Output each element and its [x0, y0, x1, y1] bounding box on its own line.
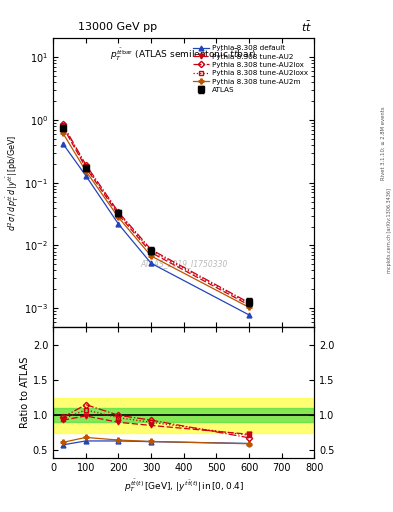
Text: mcplots.cern.ch [arXiv:1306.3436]: mcplots.cern.ch [arXiv:1306.3436]: [387, 188, 391, 273]
Text: ATLAS_2019_I1750330: ATLAS_2019_I1750330: [140, 259, 228, 268]
Pythia 8.308 tune-AU2loxx: [149, 248, 153, 254]
Pythia 8.308 default: [116, 221, 121, 227]
Y-axis label: Ratio to ATLAS: Ratio to ATLAS: [20, 357, 30, 429]
Pythia 8.308 tune-AU2m: [247, 304, 252, 310]
Bar: [53, 398, 314, 433]
Pythia 8.308 tune-AU2lox: [61, 121, 65, 127]
Pythia 8.308 default: [247, 312, 252, 318]
Pythia 8.308 tune-AU2: [61, 124, 65, 130]
Text: $p_T^{t\bar{t}\mathrm{bar}}$ (ATLAS semileptonic $t\bar{t}$bar): $p_T^{t\bar{t}\mathrm{bar}}$ (ATLAS semi…: [110, 47, 257, 63]
Pythia 8.308 tune-AU2loxx: [83, 163, 88, 169]
Text: $t\bar{t}$: $t\bar{t}$: [301, 19, 312, 34]
Text: 13000 GeV pp: 13000 GeV pp: [78, 22, 158, 32]
Pythia 8.308 tune-AU2m: [83, 168, 88, 174]
Line: Pythia 8.308 default: Pythia 8.308 default: [61, 141, 252, 317]
Pythia 8.308 tune-AU2: [83, 164, 88, 170]
Line: Pythia 8.308 tune-AU2loxx: Pythia 8.308 tune-AU2loxx: [61, 123, 251, 306]
Pythia 8.308 tune-AU2loxx: [61, 122, 65, 129]
Pythia 8.308 tune-AU2loxx: [247, 301, 252, 307]
Line: Pythia 8.308 tune-AU2lox: Pythia 8.308 tune-AU2lox: [61, 122, 251, 305]
Line: Pythia 8.308 tune-AU2m: Pythia 8.308 tune-AU2m: [61, 131, 252, 310]
Pythia 8.308 default: [149, 260, 153, 266]
Pythia 8.308 tune-AU2lox: [149, 246, 153, 252]
X-axis label: $p_T^{t\bar{t}(t)}\,[\mathrm{GeV}],\,|y^{t\bar{t}(t)}|\,\mathrm{in}\,[0,0.4]$: $p_T^{t\bar{t}(t)}\,[\mathrm{GeV}],\,|y^…: [123, 477, 244, 494]
Bar: [53, 408, 314, 422]
Pythia 8.308 default: [61, 141, 65, 147]
Pythia 8.308 tune-AU2: [149, 249, 153, 255]
Pythia 8.308 tune-AU2loxx: [116, 210, 121, 216]
Pythia 8.308 tune-AU2lox: [116, 209, 121, 215]
Pythia 8.308 tune-AU2m: [116, 215, 121, 221]
Pythia 8.308 tune-AU2: [116, 211, 121, 218]
Legend: Pythia 8.308 default, Pythia 8.308 tune-AU2, Pythia 8.308 tune-AU2lox, Pythia 8.: Pythia 8.308 default, Pythia 8.308 tune-…: [190, 42, 311, 96]
Pythia 8.308 tune-AU2: [247, 302, 252, 308]
Text: Rivet 3.1.10; ≥ 2.8M events: Rivet 3.1.10; ≥ 2.8M events: [381, 106, 386, 180]
Pythia 8.308 tune-AU2lox: [83, 161, 88, 167]
Line: Pythia 8.308 tune-AU2: Pythia 8.308 tune-AU2: [61, 124, 252, 308]
Pythia 8.308 tune-AU2m: [149, 253, 153, 259]
Pythia 8.308 tune-AU2m: [61, 130, 65, 136]
Pythia 8.308 default: [83, 173, 88, 179]
Pythia 8.308 tune-AU2lox: [247, 300, 252, 306]
Y-axis label: $d^2\sigma\,/\,dp_T^{t\bar{t}}\,d\,|y^{t\bar{t}}|\,[\mathrm{pb/GeV}]$: $d^2\sigma\,/\,dp_T^{t\bar{t}}\,d\,|y^{t…: [5, 135, 22, 231]
